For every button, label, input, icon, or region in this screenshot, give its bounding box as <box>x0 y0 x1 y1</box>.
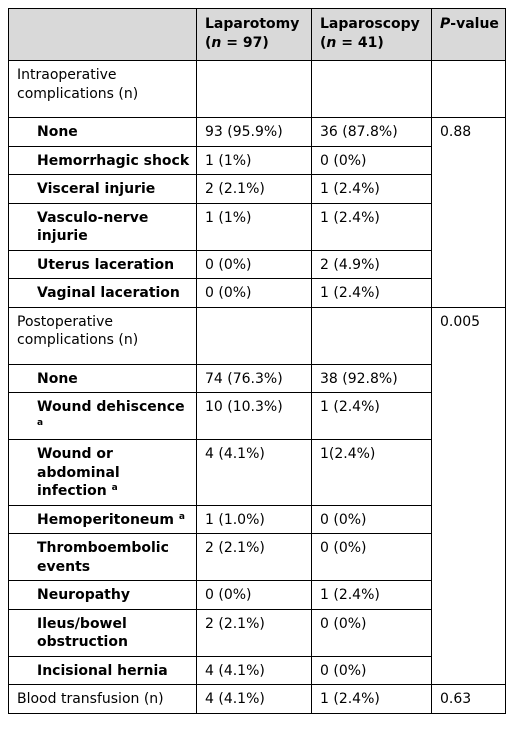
laparotomy-value: 4 (4.1%) <box>196 655 312 685</box>
laparotomy-value: 4 (4.1%) <box>196 684 312 714</box>
table-row: Wound or abdominal infection a 4 (4.1%) … <box>8 439 506 506</box>
row-label: Uterus laceration <box>8 249 197 279</box>
footnote-marker: a <box>178 511 185 522</box>
row-label: Visceral injurie <box>8 174 197 204</box>
table-row: Hemoperitoneum a 1 (1.0%) 0 (0%) <box>8 504 506 534</box>
table-row: Incisional hernia 4 (4.1%) 0 (0%) <box>8 655 506 685</box>
pvalue-cell: 0.63 <box>431 684 506 714</box>
table-row: Uterus laceration 0 (0%) 2 (4.9%) <box>8 249 506 279</box>
row-label: None <box>8 117 197 147</box>
laparotomy-value: 0 (0%) <box>196 580 312 610</box>
laparotomy-value: 1 (1.0%) <box>196 504 312 534</box>
table-row: Ileus/bowel obstruction 2 (2.1%) 0 (0%) <box>8 608 506 657</box>
laparoscopy-value: 0 (0%) <box>311 145 432 175</box>
row-label: Neuropathy <box>8 580 197 610</box>
laparotomy-value: 2 (2.1%) <box>196 608 312 657</box>
pvalue-cell: 0.88 <box>431 117 506 146</box>
row-label: Ileus/bowel obstruction <box>8 608 197 657</box>
footnote-marker: a <box>37 417 44 428</box>
section-label: Intraoperative complications (n) <box>8 60 197 118</box>
laparotomy-value: 0 (0%) <box>196 249 312 279</box>
laparoscopy-value: 0 (0%) <box>311 504 432 534</box>
header-empty <box>8 8 197 61</box>
row-label: Thromboembolic events <box>8 533 197 581</box>
laparoscopy-value: 1 (2.4%) <box>311 684 432 714</box>
pvalue-cell: 0.005 <box>431 306 506 364</box>
table-row: Wound dehiscence a 10 (10.3%) 1 (2.4%) <box>8 392 506 440</box>
laparotomy-value: 0 (0%) <box>196 278 312 308</box>
row-label: Wound dehiscence a <box>8 392 197 440</box>
table-row: Vaginal laceration 0 (0%) 1 (2.4%) <box>8 278 506 308</box>
laparotomy-value: 10 (10.3%) <box>196 392 312 440</box>
laparoscopy-value: 1 (2.4%) <box>311 278 432 308</box>
laparoscopy-value: 38 (92.8%) <box>311 363 432 393</box>
transfusion-row: Blood transfusion (n) 4 (4.1%) 1 (2.4%) … <box>8 684 506 714</box>
laparoscopy-value: 1 (2.4%) <box>311 580 432 610</box>
laparotomy-value: 2 (2.1%) <box>196 533 312 581</box>
laparoscopy-value: 0 (0%) <box>311 608 432 657</box>
header-laparoscopy: Laparoscopy (n = 41) <box>311 8 432 61</box>
complications-table: Laparotomy (n = 97) Laparoscopy (n = 41) P… <box>8 8 506 714</box>
table-row: Neuropathy 0 (0%) 1 (2.4%) <box>8 580 506 610</box>
row-label: Hemoperitoneum a <box>8 504 197 534</box>
row-label: Wound or abdominal infection a <box>8 439 197 506</box>
laparoscopy-value: 1 (2.4%) <box>311 392 432 440</box>
header-row: Laparotomy (n = 97) Laparoscopy (n = 41) P… <box>8 8 506 61</box>
section-row-intraoperative: Intraoperative complications (n) <box>8 60 506 118</box>
row-label: Blood transfusion (n) <box>8 684 197 714</box>
laparotomy-value: 2 (2.1%) <box>196 174 312 204</box>
row-label: None <box>8 363 197 393</box>
row-label: Vaginal laceration <box>8 278 197 308</box>
row-label: Hemorrhagic shock <box>8 145 197 175</box>
laparotomy-value: 1 (1%) <box>196 145 312 175</box>
section-label: Postoperative complications (n) <box>8 306 197 365</box>
laparotomy-value: 1 (1%) <box>196 202 312 251</box>
laparoscopy-value: 0 (0%) <box>311 533 432 581</box>
row-label: Incisional hernia <box>8 655 197 685</box>
laparoscopy-value: 1 (2.4%) <box>311 174 432 204</box>
table-row: Visceral injurie 2 (2.1%) 1 (2.4%) <box>8 174 506 204</box>
table-row: Hemorrhagic shock 1 (1%) 0 (0%) <box>8 145 506 175</box>
laparoscopy-value: 1(2.4%) <box>311 439 432 506</box>
laparoscopy-value: 1 (2.4%) <box>311 202 432 251</box>
laparotomy-value: 93 (95.9%) <box>196 117 312 147</box>
laparoscopy-value: 2 (4.9%) <box>311 249 432 279</box>
laparotomy-value: 4 (4.1%) <box>196 439 312 506</box>
footnote-marker: a <box>111 483 118 493</box>
table-row: None 74 (76.3%) 38 (92.8%) <box>8 363 506 393</box>
laparotomy-value: 74 (76.3%) <box>196 363 312 393</box>
laparoscopy-value: 36 (87.8%) <box>311 117 432 147</box>
table-row: None 93 (95.9%) 36 (87.8%) 0.88 <box>8 117 506 147</box>
row-label: Vasculo-nerve injurie <box>8 202 197 251</box>
header-pvalue: P-value <box>431 8 506 61</box>
table-row: Thromboembolic events 2 (2.1%) 0 (0%) <box>8 533 506 581</box>
header-laparotomy: Laparotomy (n = 97) <box>196 8 312 61</box>
laparoscopy-value: 0 (0%) <box>311 655 432 685</box>
section-row-postoperative: Postoperative complications (n) 0.005 <box>8 306 506 365</box>
table-row: Vasculo-nerve injurie 1 (1%) 1 (2.4%) <box>8 202 506 251</box>
